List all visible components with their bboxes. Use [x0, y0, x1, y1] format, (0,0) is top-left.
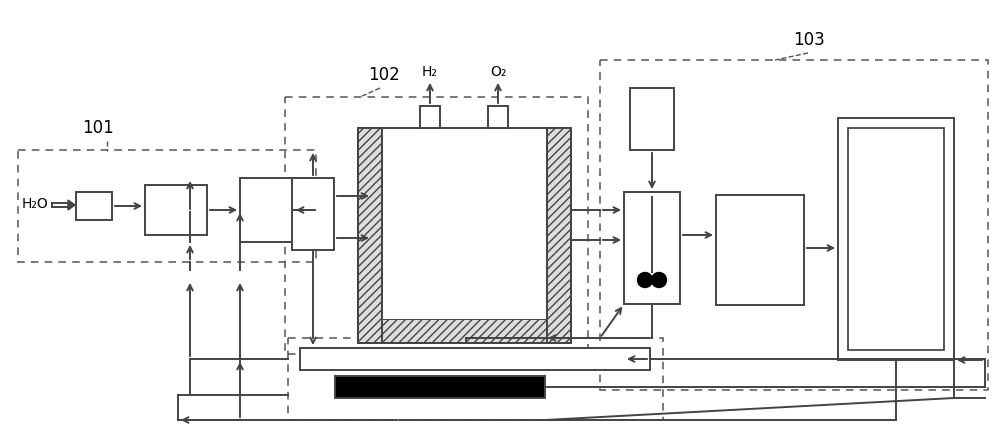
Bar [716, 195, 804, 305]
Text: 101: 101 [82, 119, 114, 137]
Polygon shape [68, 200, 75, 210]
Text: 103: 103 [793, 31, 825, 49]
Bar [300, 348, 650, 370]
Text: H₂O: H₂O [22, 197, 49, 211]
Bar [240, 178, 315, 242]
Bar [420, 106, 440, 128]
Text: H₂: H₂ [422, 65, 438, 79]
Text: O₂: O₂ [490, 65, 506, 79]
Text: 102: 102 [368, 66, 400, 84]
Bar [547, 128, 571, 343]
Bar [848, 128, 944, 350]
Bar [838, 118, 954, 360]
Bar [488, 106, 508, 128]
Bar [358, 319, 571, 343]
Bar [624, 192, 680, 304]
Bar [288, 338, 663, 420]
Bar [285, 97, 588, 354]
Bar [600, 60, 988, 390]
Bar [630, 88, 674, 150]
Bar [76, 192, 112, 220]
Bar [358, 128, 382, 343]
Bar [382, 128, 547, 319]
Bar [145, 185, 207, 235]
Bar [292, 178, 334, 250]
Bar [18, 150, 316, 262]
Circle shape [638, 272, 652, 287]
Bar [335, 376, 545, 398]
Circle shape [652, 272, 666, 287]
